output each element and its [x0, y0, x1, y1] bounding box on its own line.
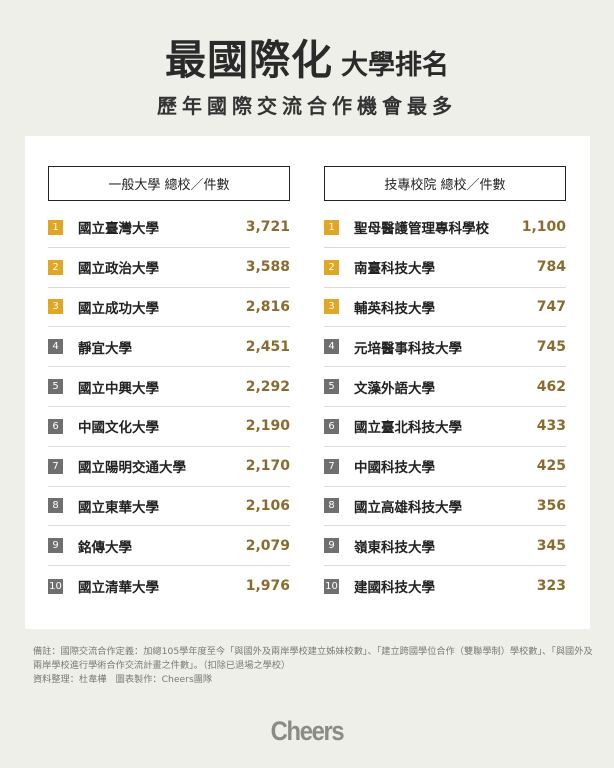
- table-row: 1 聖母醫護管理專科學校 1,100: [324, 208, 566, 248]
- cooperation-count: 462: [536, 378, 566, 395]
- cooperation-count: 2,190: [245, 418, 290, 435]
- rank-badge: 7: [48, 458, 63, 474]
- rank-badge: 3: [324, 299, 339, 315]
- footnote-credits: 資料整理：杜韋樺 圖表製作：Cheers團隊: [33, 674, 213, 685]
- school-name: 輔英科技大學: [354, 300, 435, 317]
- rank-badge: 7: [324, 458, 339, 474]
- rank-badge: 3: [48, 299, 63, 315]
- table-row: 5 文藻外語大學 462: [324, 367, 566, 407]
- rank-badge: 2: [324, 259, 339, 275]
- rank-badge: 9: [48, 538, 63, 554]
- rank-badge: 4: [48, 339, 63, 355]
- school-name: 建國科技大學: [354, 580, 435, 597]
- cooperation-count: 784: [536, 259, 566, 276]
- cheers-logo: Cheers: [270, 716, 345, 746]
- school-name: 南臺科技大學: [354, 261, 435, 278]
- cooperation-count: 1,976: [245, 578, 290, 595]
- cooperation-count: 2,451: [245, 338, 290, 355]
- footnote: 備註：國際交流合作定義：加總105學年度至今「與國外及兩岸學校建立姊妹校數」、「…: [33, 645, 593, 687]
- school-name: 中國科技大學: [354, 460, 435, 477]
- cooperation-count: 345: [536, 537, 566, 554]
- school-name: 國立高雄科技大學: [354, 499, 462, 516]
- table-row: 1 國立臺灣大學 3,721: [48, 208, 290, 248]
- school-name: 國立臺北科技大學: [354, 420, 462, 437]
- ranking-panel: 一般大學 總校／件數 1 國立臺灣大學 3,721 2 國立政治大學 3,588 3 國立成功…: [25, 136, 590, 629]
- cooperation-count: 433: [536, 418, 566, 435]
- table-row: 3 國立成功大學 2,816: [48, 288, 290, 328]
- cooperation-count: 3,588: [245, 259, 290, 276]
- cooperation-count: 2,170: [245, 458, 290, 475]
- cooperation-count: 1,100: [521, 219, 566, 236]
- rank-badge: 4: [324, 339, 339, 355]
- cooperation-count: 2,292: [245, 378, 290, 395]
- technical-college-rows: 1 聖母醫護管理專科學校 1,100 2 南臺科技大學 784 3 輔英科技大學 747 4 元培醫…: [324, 208, 566, 606]
- rank-badge: 10: [48, 578, 63, 594]
- rank-badge: 5: [48, 379, 63, 395]
- table-row: 6 中國文化大學 2,190: [48, 407, 290, 447]
- cooperation-count: 3,721: [245, 219, 290, 236]
- cooperation-count: 2,079: [245, 537, 290, 554]
- cooperation-count: 425: [536, 458, 566, 475]
- title-main: 最國際化: [165, 36, 333, 84]
- table-row: 10 建國科技大學 323: [324, 566, 566, 606]
- rank-badge: 6: [324, 418, 339, 434]
- footnote-definition: 備註：國際交流合作定義：加總105學年度至今「與國外及兩岸學校建立姊妹校數」、「…: [33, 646, 593, 671]
- school-name: 文藻外語大學: [354, 380, 435, 397]
- general-university-table: 一般大學 總校／件數 1 國立臺灣大學 3,721 2 國立政治大學 3,588 3 國立成功…: [48, 166, 290, 606]
- school-name: 銘傳大學: [78, 539, 132, 556]
- rank-badge: 6: [48, 418, 63, 434]
- rank-badge: 2: [48, 259, 63, 275]
- table-row: 6 國立臺北科技大學 433: [324, 407, 566, 447]
- table-row: 10 國立清華大學 1,976: [48, 566, 290, 606]
- table-row: 4 元培醫事科技大學 745: [324, 327, 566, 368]
- table-row: 9 銘傳大學 2,079: [48, 526, 290, 567]
- table-row: 5 國立中興大學 2,292: [48, 367, 290, 407]
- school-name: 嶺東科技大學: [354, 539, 435, 556]
- table-row: 4 靜宜大學 2,451: [48, 327, 290, 368]
- table-row: 2 國立政治大學 3,588: [48, 248, 290, 288]
- rank-badge: 8: [48, 498, 63, 514]
- school-name: 聖母醫護管理專科學校: [354, 221, 489, 238]
- page-title: 最國際化 大學排名: [0, 26, 614, 86]
- cooperation-count: 323: [536, 578, 566, 595]
- cooperation-count: 745: [536, 338, 566, 355]
- cooperation-count: 747: [536, 298, 566, 315]
- table-row: 8 國立東華大學 2,106: [48, 487, 290, 527]
- school-name: 中國文化大學: [78, 420, 159, 437]
- technical-college-table: 技專校院 總校／件數 1 聖母醫護管理專科學校 1,100 2 南臺科技大學 784 3 輔英…: [324, 166, 566, 606]
- technical-college-header: 技專校院 總校／件數: [324, 166, 566, 201]
- title-sub: 大學排名: [341, 50, 449, 81]
- general-university-rows: 1 國立臺灣大學 3,721 2 國立政治大學 3,588 3 國立成功大學 2,816 4 靜宜大…: [48, 208, 290, 606]
- rank-badge: 1: [324, 219, 339, 235]
- general-university-header: 一般大學 總校／件數: [48, 166, 290, 201]
- school-name: 國立政治大學: [78, 261, 159, 278]
- school-name: 國立東華大學: [78, 499, 159, 516]
- school-name: 國立陽明交通大學: [78, 460, 186, 477]
- rank-badge: 5: [324, 379, 339, 395]
- table-row: 2 南臺科技大學 784: [324, 248, 566, 288]
- cooperation-count: 356: [536, 497, 566, 514]
- rank-badge: 8: [324, 498, 339, 514]
- table-row: 3 輔英科技大學 747: [324, 288, 566, 328]
- school-name: 元培醫事科技大學: [354, 340, 462, 357]
- page-subtitle: 歷年國際交流合作機會最多: [157, 94, 457, 118]
- table-row: 9 嶺東科技大學 345: [324, 526, 566, 567]
- rank-badge: 1: [48, 219, 63, 235]
- school-name: 國立清華大學: [78, 580, 159, 597]
- table-row: 8 國立高雄科技大學 356: [324, 487, 566, 527]
- cooperation-count: 2,106: [245, 497, 290, 514]
- school-name: 國立成功大學: [78, 300, 159, 317]
- rank-badge: 10: [324, 578, 339, 594]
- table-row: 7 國立陽明交通大學 2,170: [48, 447, 290, 487]
- cooperation-count: 2,816: [245, 298, 290, 315]
- school-name: 國立中興大學: [78, 380, 159, 397]
- school-name: 國立臺灣大學: [78, 221, 159, 238]
- table-row: 7 中國科技大學 425: [324, 447, 566, 487]
- rank-badge: 9: [324, 538, 339, 554]
- school-name: 靜宜大學: [78, 340, 132, 357]
